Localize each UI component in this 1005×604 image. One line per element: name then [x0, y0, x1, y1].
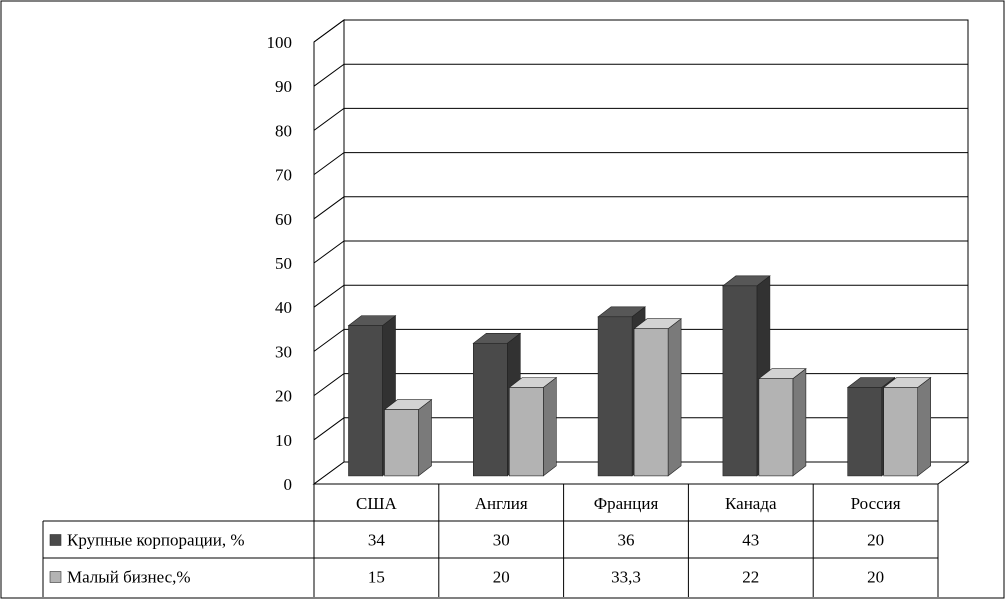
category-label: США	[356, 494, 397, 513]
bar-side	[792, 368, 807, 477]
bar-front	[722, 285, 758, 477]
bar-front	[508, 387, 544, 477]
table-cell: 34	[368, 531, 386, 550]
bar-front	[384, 409, 419, 477]
table-cell: 30	[493, 531, 510, 550]
bar	[472, 332, 522, 477]
legend-key	[49, 571, 62, 583]
bar-front	[597, 316, 633, 477]
bar	[347, 315, 397, 477]
table-cell: 22	[742, 568, 759, 587]
y-tick-label: 70	[275, 166, 292, 185]
y-tick-label: 20	[275, 387, 292, 406]
bar-side	[667, 318, 682, 477]
bar-front	[472, 342, 508, 477]
table-cell: 20	[867, 531, 884, 550]
table-cell: 20	[867, 568, 884, 587]
category-label: Англия	[475, 494, 528, 513]
legend-label: Малый бизнес,%	[67, 568, 191, 587]
bar	[633, 318, 682, 477]
gridline	[313, 196, 968, 220]
table-cell: 36	[618, 531, 635, 550]
bar-side	[418, 398, 432, 477]
gridline	[313, 152, 968, 176]
bar-front	[847, 387, 883, 477]
legend-key	[49, 534, 62, 546]
bar-front	[883, 387, 919, 477]
bar	[882, 376, 932, 477]
gridline	[313, 240, 968, 264]
gridline	[313, 107, 968, 131]
y-tick-label: 30	[275, 342, 292, 361]
y-tick-label: 0	[284, 475, 293, 494]
y-tick-label: 60	[275, 210, 292, 229]
bar	[383, 398, 433, 477]
gridline	[313, 19, 968, 43]
bar	[758, 368, 807, 477]
bar-front	[633, 328, 669, 477]
y-tick-label: 40	[275, 298, 292, 317]
category-label: Канада	[725, 494, 777, 513]
y-tick-label: 50	[275, 254, 292, 273]
bar-side	[917, 376, 932, 477]
table-cell: 15	[368, 568, 385, 587]
table-cell: 33,3	[611, 568, 641, 587]
y-tick-label: 100	[267, 33, 293, 52]
bar	[508, 376, 558, 477]
bar-front	[348, 325, 383, 477]
y-tick-label: 80	[275, 121, 292, 140]
y-tick-label: 10	[275, 431, 292, 450]
y-tick-label: 90	[275, 77, 292, 96]
bar-front	[758, 378, 794, 477]
category-label: Франция	[594, 494, 659, 513]
table-cell: 20	[493, 568, 510, 587]
table-cell: 43	[742, 531, 759, 550]
gridline	[313, 63, 968, 87]
category-label: Россия	[851, 494, 901, 513]
legend-label: Крупные корпорации, %	[67, 531, 245, 550]
bar-side	[542, 376, 557, 477]
